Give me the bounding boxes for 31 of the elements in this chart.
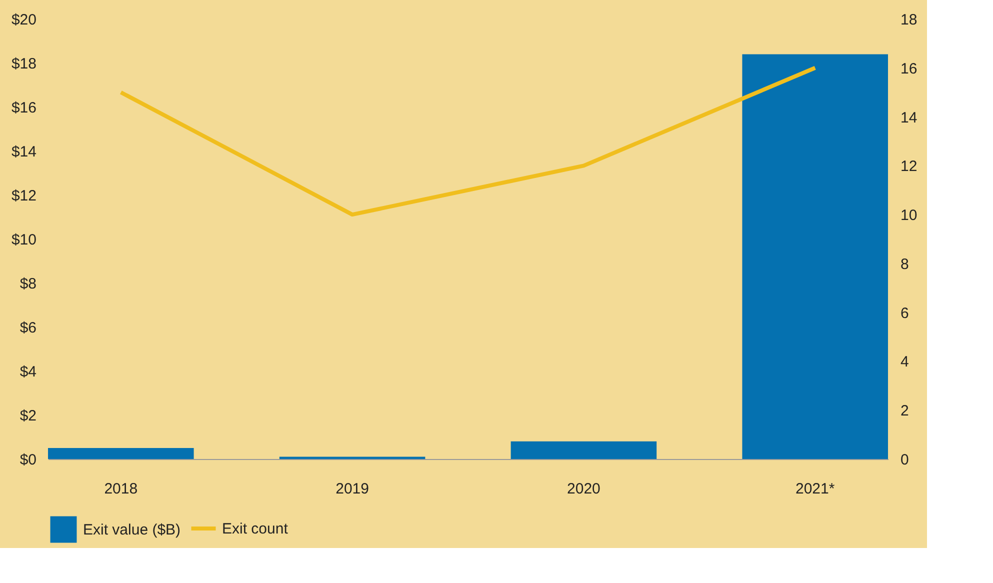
y-tick-label: $16	[11, 100, 36, 116]
y-tick-label: $6	[20, 320, 36, 336]
y-tick-label: $4	[20, 364, 36, 380]
y2-tick-label: 10	[900, 207, 918, 224]
y2-tick-label: 16	[900, 60, 918, 78]
y-tick-label: $2	[20, 408, 36, 424]
y-tick-label: $20	[11, 12, 36, 28]
y2-tick-label: 12	[900, 158, 918, 176]
y2-tick-label: 6	[900, 304, 909, 322]
bar	[510, 441, 657, 459]
y2-tick-label: 8	[900, 256, 909, 273]
y2-tick-label: 2	[900, 402, 909, 420]
legend-label: Exit value ($B)	[83, 522, 181, 538]
y-tick-label: $14	[11, 144, 36, 160]
x-tick-label: 2021*	[796, 480, 835, 498]
y-tick-label: $12	[11, 188, 36, 204]
y-tick-label: $8	[20, 276, 36, 292]
bar	[742, 54, 888, 459]
x-tick-label: 2018	[104, 480, 138, 498]
y2-tick-label: 0	[900, 452, 909, 468]
y2-tick-label: 14	[900, 109, 918, 126]
y-tick-label: $0	[20, 452, 36, 468]
y-tick-label: $10	[11, 232, 36, 248]
bar	[48, 448, 194, 459]
y2-tick-label: 18	[900, 12, 918, 28]
x-tick-label: 2020	[567, 480, 600, 498]
legend-label: Exit count	[222, 520, 289, 538]
x-tick-label: 2019	[336, 480, 369, 498]
line-series	[118, 66, 818, 217]
y2-tick-label: 4	[900, 354, 909, 371]
y-tick-label: $18	[11, 56, 36, 72]
